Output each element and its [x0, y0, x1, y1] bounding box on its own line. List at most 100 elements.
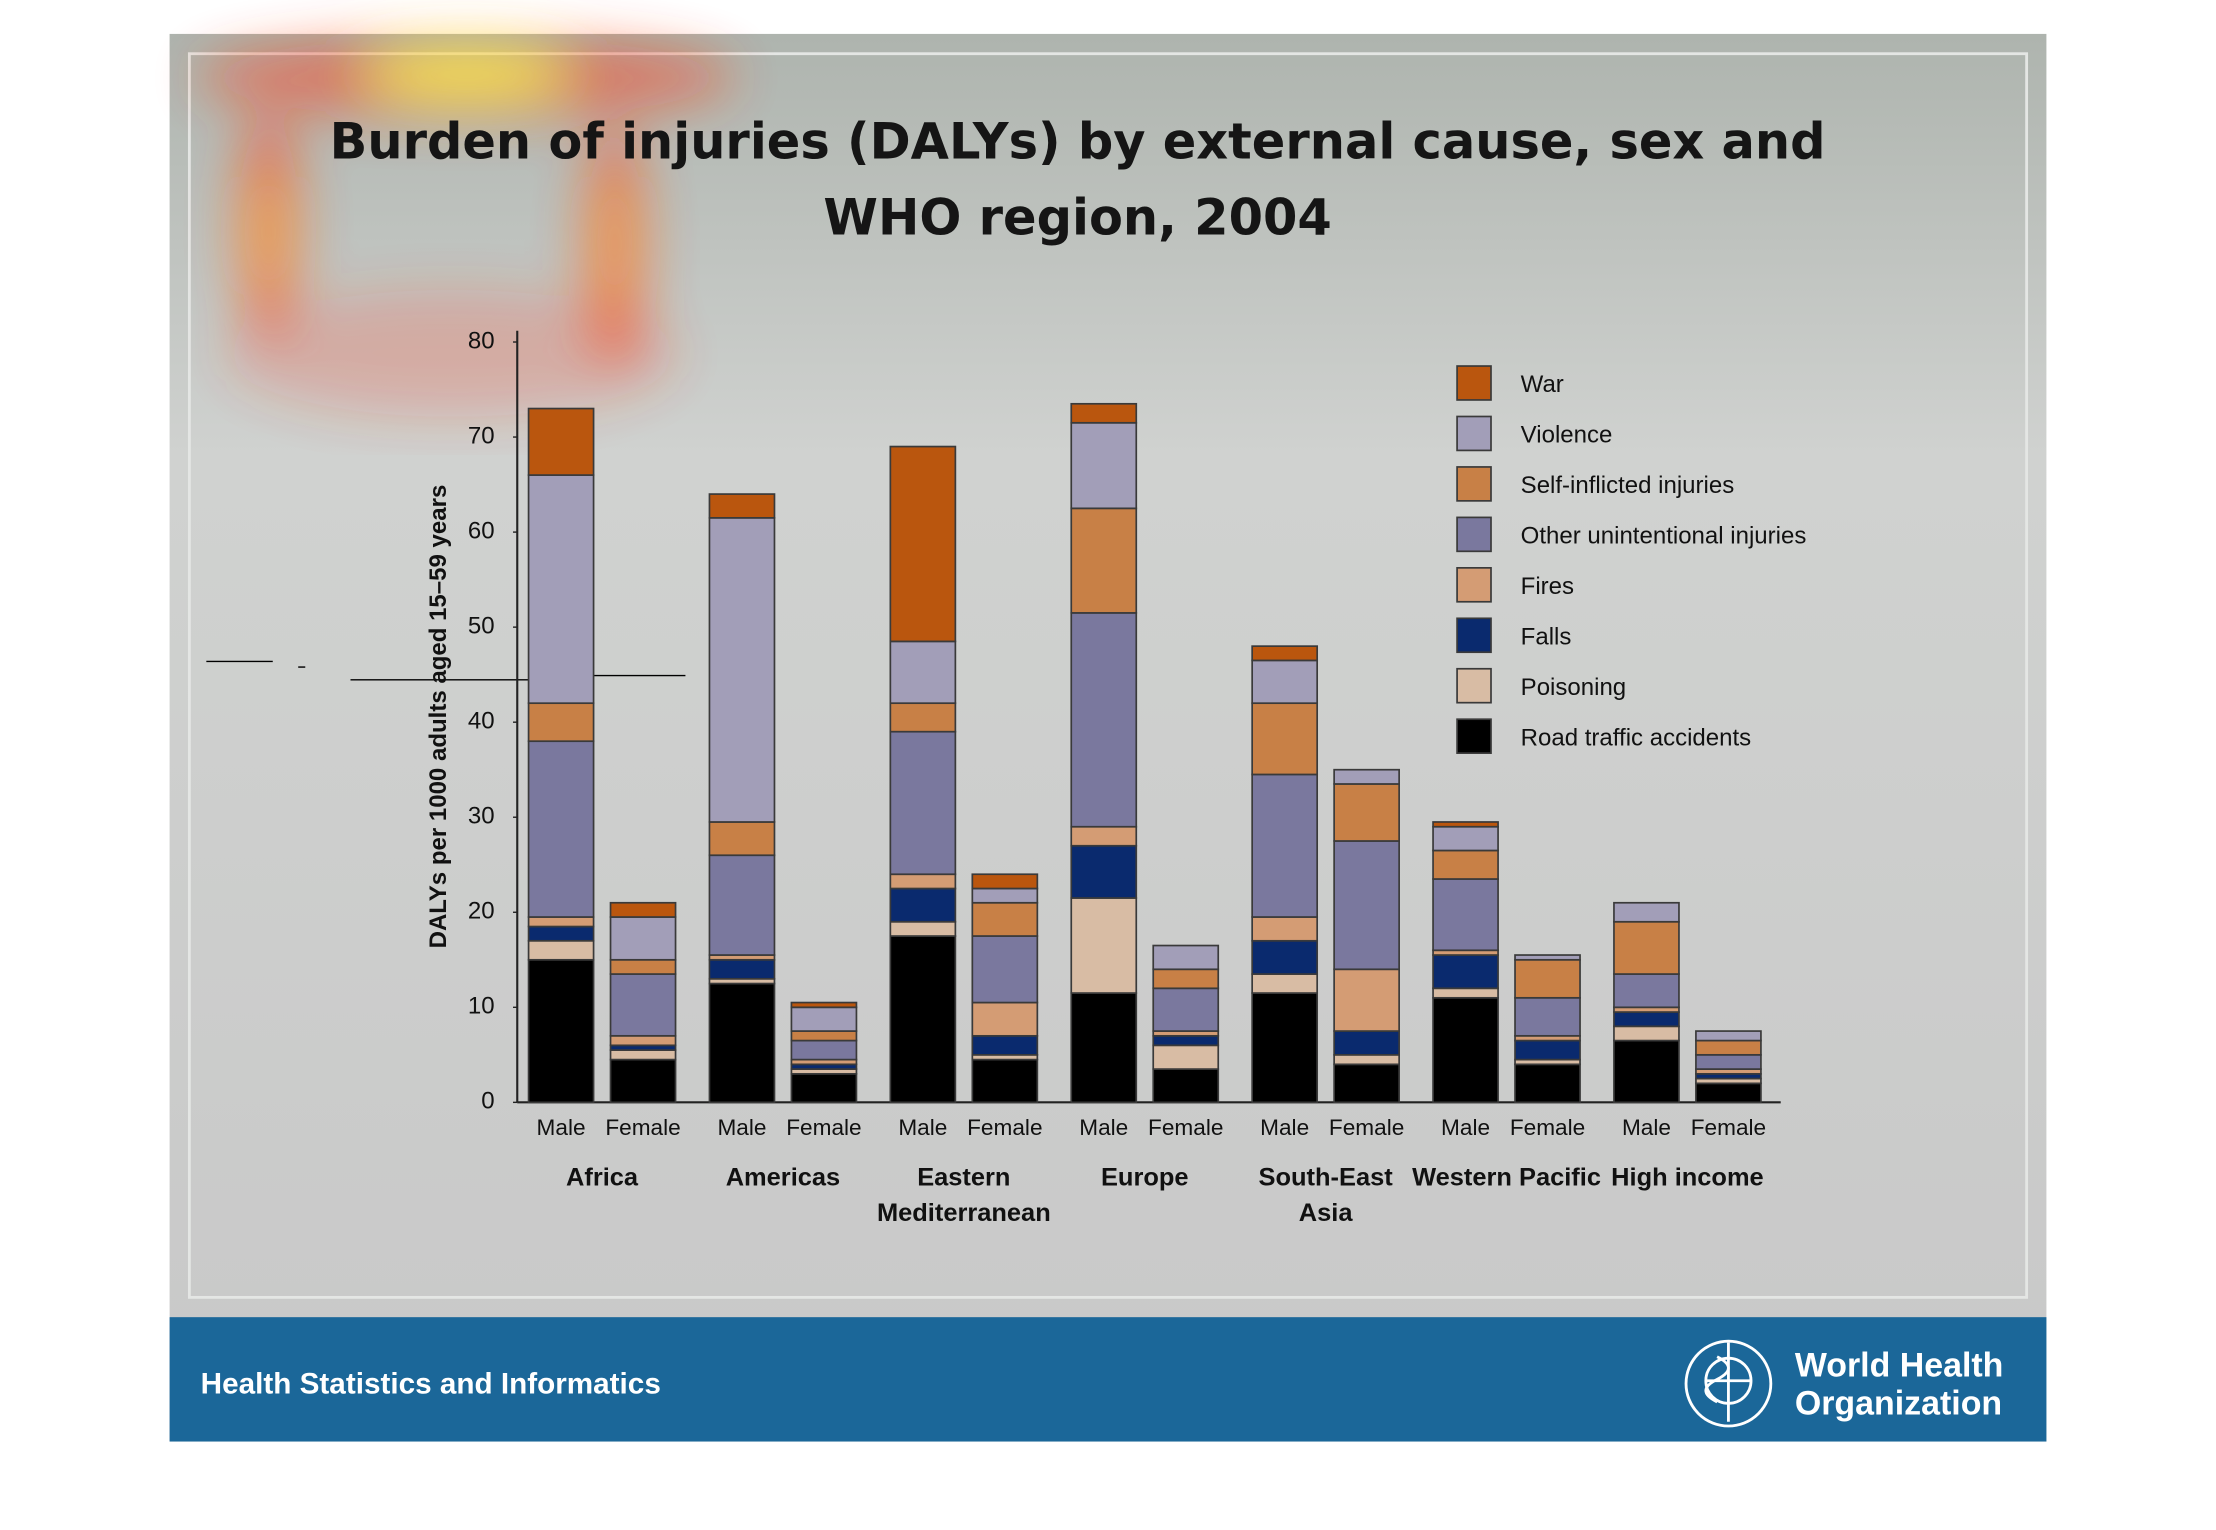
- bar-segment: [1070, 825, 1138, 847]
- x-tick-label: Female: [1329, 1115, 1404, 1140]
- bar-segment: [708, 854, 776, 956]
- bar-segment: [527, 925, 595, 942]
- bar-segment: [1432, 954, 1499, 990]
- bar-segment: [1251, 939, 1319, 975]
- y-tick-label: 50: [468, 612, 495, 639]
- y-tick-label: 60: [468, 517, 495, 544]
- bar-segment: [889, 702, 957, 733]
- bar-segment: [1613, 901, 1680, 923]
- legend-swatch: [1456, 415, 1492, 452]
- y-tick-label: 0: [481, 1088, 494, 1115]
- group-label: Americas: [726, 1163, 840, 1191]
- x-tick-label: Male: [717, 1115, 766, 1140]
- bar-segment: [1695, 1082, 1762, 1104]
- legend-swatch: [1456, 567, 1492, 603]
- x-tick-label: Female: [1510, 1115, 1585, 1140]
- bar-segment: [889, 730, 957, 876]
- bar-segment: [889, 887, 957, 923]
- bar-segment: [790, 1039, 858, 1061]
- bar-segment: [708, 516, 776, 823]
- y-tick-label: 20: [468, 898, 495, 925]
- legend-label: Other unintentional injuries: [1521, 523, 1807, 550]
- x-tick-label: Female: [605, 1115, 680, 1140]
- legend-label: Violence: [1521, 422, 1613, 449]
- bar-segment: [1251, 973, 1319, 994]
- legend-swatch: [1456, 617, 1492, 654]
- bar-segment: [1333, 768, 1400, 785]
- bar-segment: [1070, 992, 1138, 1104]
- slide-frame: [187, 52, 2029, 1299]
- bar-segment: [1514, 996, 1581, 1037]
- bar-segment: [1333, 1030, 1400, 1056]
- y-tick-label: 30: [468, 803, 495, 830]
- bar-segment: [1514, 1039, 1581, 1061]
- bar-segment: [1514, 1063, 1581, 1104]
- who-logo: [1684, 1339, 1773, 1428]
- bar-segment: [1070, 612, 1138, 828]
- bar-segment: [1613, 973, 1680, 1009]
- bar-segment: [609, 916, 677, 961]
- bar-segment: [1613, 1039, 1680, 1104]
- legend-label: Poisoning: [1521, 674, 1626, 701]
- bar-segment: [790, 1001, 858, 1009]
- bar-segment: [1152, 968, 1220, 990]
- y-axis-title: DALYs per 1000 adults aged 15–59 years: [425, 485, 452, 949]
- x-tick-label: Male: [1079, 1115, 1128, 1140]
- bar-segment: [971, 1034, 1039, 1056]
- x-tick-label: Female: [1148, 1115, 1223, 1140]
- bar-segment: [1070, 897, 1138, 994]
- legend-swatch: [1456, 667, 1492, 704]
- x-tick-label: Female: [786, 1115, 861, 1140]
- y-tick-label: 80: [468, 327, 495, 354]
- bar-segment: [1070, 402, 1138, 424]
- y-tick-label: 70: [468, 422, 495, 449]
- x-tick-label: Female: [1691, 1115, 1766, 1140]
- bar-segment: [971, 873, 1039, 890]
- bar-segment: [790, 1006, 858, 1032]
- bar-segment: [971, 1058, 1039, 1104]
- bar-segment: [790, 1030, 858, 1042]
- bar-segment: [527, 939, 595, 961]
- bar-segment: [1695, 1030, 1762, 1042]
- bar-segment: [889, 445, 957, 643]
- bar-segment: [609, 1034, 677, 1047]
- legend-label: Fires: [1521, 573, 1574, 600]
- bar-segment: [1432, 825, 1499, 852]
- chart-title: Burden of injuries (DALYs) by external c…: [329, 114, 1826, 248]
- bar-segment: [1251, 659, 1319, 705]
- group-label: Europe: [1101, 1163, 1189, 1191]
- bar-segment: [971, 935, 1039, 1004]
- bar-segment: [1251, 702, 1319, 776]
- bar-segment: [790, 1072, 858, 1104]
- bar-segment: [1070, 421, 1138, 510]
- group-label: High income: [1611, 1163, 1764, 1191]
- bar-segment: [971, 1001, 1039, 1037]
- footer-text: Health Statistics and Informatics: [200, 1368, 661, 1401]
- bar-segment: [527, 916, 595, 928]
- group-label: South-East Asia: [1259, 1163, 1394, 1226]
- bar-segment: [1514, 958, 1581, 999]
- bar-segment: [971, 887, 1039, 904]
- bar-segment: [708, 493, 776, 519]
- bar-segment: [609, 901, 677, 918]
- x-tick-label: Male: [898, 1115, 947, 1140]
- bar-segment: [1613, 1025, 1680, 1042]
- bar-segment: [609, 958, 677, 975]
- bar-segment: [1251, 645, 1319, 662]
- bar-segment: [527, 740, 595, 918]
- bar-segment: [1432, 878, 1499, 952]
- y-tick-label: 40: [468, 708, 495, 735]
- bar-segment: [889, 920, 957, 937]
- bar-segment: [1432, 821, 1499, 828]
- bar-segment: [708, 958, 776, 980]
- bar-segment: [609, 973, 677, 1037]
- organization-name: World Health Organization: [1794, 1346, 2004, 1424]
- bar-segment: [1070, 844, 1138, 899]
- legend-label: War: [1521, 371, 1564, 398]
- bar-segment: [1333, 1063, 1400, 1104]
- heatmap-overlay: [197, 38, 735, 417]
- x-tick-label: Female: [967, 1115, 1042, 1140]
